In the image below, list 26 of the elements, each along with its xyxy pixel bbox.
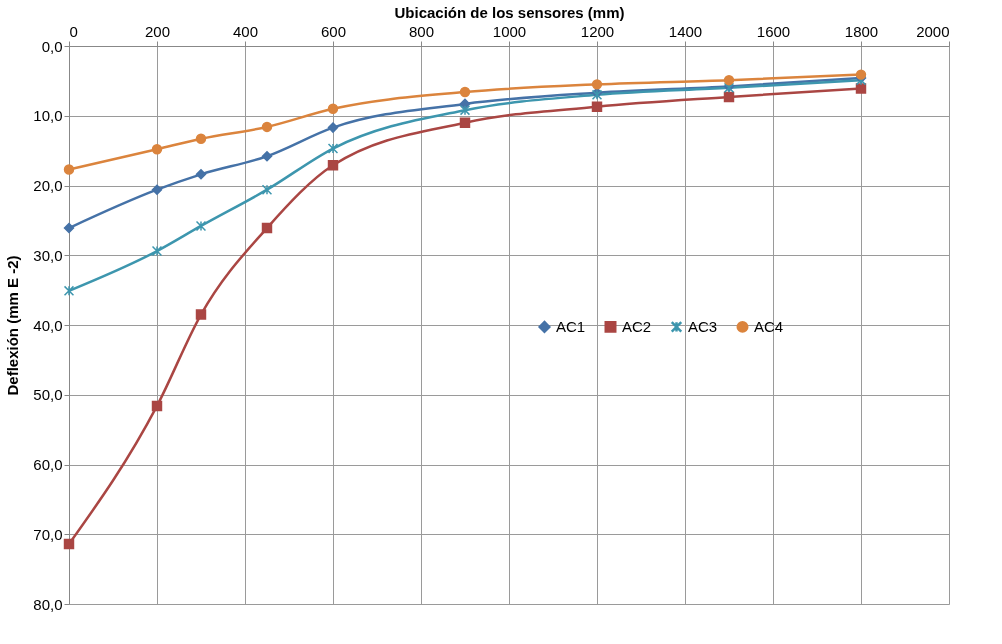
x-tick-label: 200 (144, 22, 171, 40)
y-axis-title: Deflexión (mm E -2) (4, 255, 22, 396)
y-tick-label: 40,0 (33, 316, 63, 334)
x-tick-label: 1600 (756, 22, 791, 40)
x-axis-title: Ubicación de los sensores (mm) (394, 3, 625, 21)
y-tick-label: 10,0 (33, 107, 63, 125)
x-tick-label: 600 (320, 22, 347, 40)
legend-label: AC4 (754, 317, 784, 335)
x-tick-label: 1000 (492, 22, 527, 40)
x-tick-label: 1400 (668, 22, 703, 40)
y-tick-label: 70,0 (33, 525, 63, 543)
x-tick-label: 1200 (580, 22, 615, 40)
y-tick-label: 50,0 (33, 386, 63, 404)
x-tick-label: 1800 (844, 22, 879, 40)
y-tick-label: 80,0 (33, 595, 63, 613)
y-tick-label: 0,0 (41, 37, 63, 55)
x-tick-label: 2000 (916, 22, 950, 40)
legend-label: AC2 (622, 317, 652, 335)
y-tick-label: 30,0 (33, 246, 63, 264)
x-tick-label: 800 (408, 22, 435, 40)
x-tick-label: 400 (232, 22, 259, 40)
y-tick-label: 20,0 (33, 177, 63, 194)
legend-label: AC1 (556, 317, 586, 335)
x-tick-label: 0 (69, 22, 78, 40)
y-tick-label: 60,0 (33, 456, 63, 473)
legend-label: AC3 (688, 317, 718, 335)
